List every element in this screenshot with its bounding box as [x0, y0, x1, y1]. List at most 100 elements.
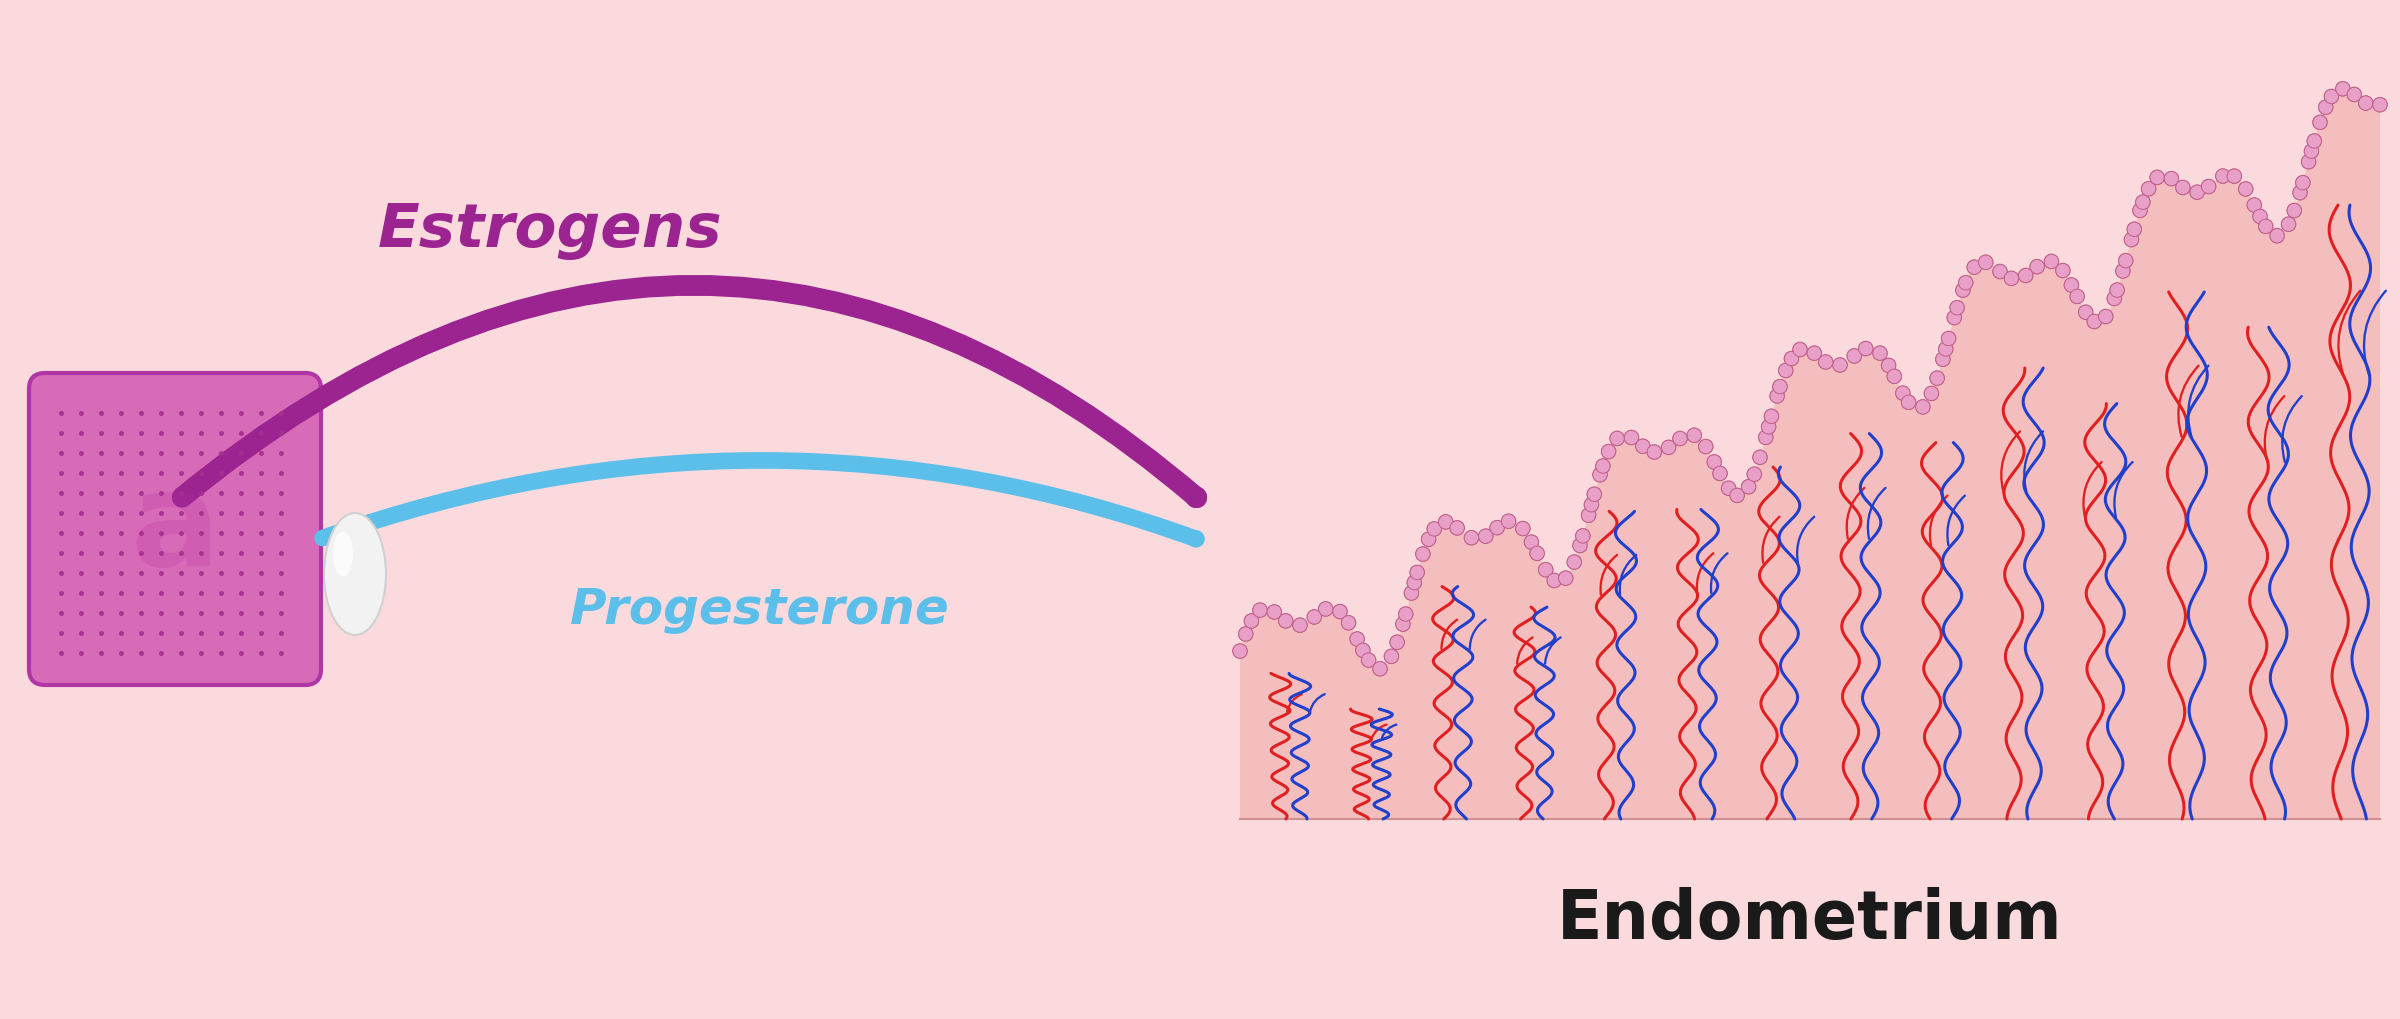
Circle shape: [2117, 265, 2131, 279]
Circle shape: [1438, 516, 1452, 530]
Circle shape: [1699, 440, 1714, 454]
Circle shape: [1759, 431, 1774, 445]
Circle shape: [1524, 535, 1538, 550]
Circle shape: [1942, 332, 1956, 346]
Circle shape: [1421, 533, 1435, 547]
Circle shape: [1942, 332, 1956, 346]
Circle shape: [2045, 255, 2059, 269]
Circle shape: [1517, 522, 1531, 536]
Circle shape: [2117, 265, 2131, 279]
Circle shape: [2215, 170, 2230, 184]
Circle shape: [2323, 91, 2338, 105]
Circle shape: [1769, 389, 1783, 404]
Circle shape: [2335, 83, 2350, 97]
Circle shape: [1582, 508, 1596, 523]
Circle shape: [1318, 602, 1332, 616]
Circle shape: [1752, 450, 1766, 465]
Circle shape: [1949, 302, 1963, 316]
FancyBboxPatch shape: [29, 374, 322, 686]
Circle shape: [1774, 380, 1788, 394]
Circle shape: [1234, 644, 1248, 658]
Circle shape: [1896, 386, 1910, 401]
Circle shape: [1714, 467, 1728, 481]
Circle shape: [2215, 170, 2230, 184]
Circle shape: [2078, 306, 2093, 320]
Circle shape: [1946, 311, 1961, 325]
Circle shape: [2004, 272, 2018, 286]
Circle shape: [1901, 395, 1915, 410]
Circle shape: [1730, 489, 1745, 503]
Circle shape: [1390, 636, 1404, 650]
Circle shape: [2287, 204, 2302, 218]
Circle shape: [1764, 410, 1778, 424]
Circle shape: [2239, 182, 2254, 197]
Circle shape: [2030, 260, 2045, 274]
Ellipse shape: [334, 532, 353, 577]
Circle shape: [1601, 445, 1615, 460]
Circle shape: [1584, 498, 1598, 513]
Circle shape: [1577, 529, 1591, 543]
Circle shape: [1450, 521, 1464, 536]
Circle shape: [2136, 196, 2150, 210]
Circle shape: [1294, 619, 1308, 633]
Circle shape: [2347, 89, 2362, 103]
Circle shape: [2318, 101, 2333, 115]
Circle shape: [1361, 653, 1375, 667]
Circle shape: [2282, 218, 2297, 232]
Circle shape: [1793, 343, 1807, 358]
Circle shape: [1416, 547, 1430, 561]
Circle shape: [1253, 603, 1267, 618]
Circle shape: [1778, 364, 1793, 378]
Circle shape: [1464, 531, 1478, 545]
Circle shape: [1637, 439, 1651, 454]
Circle shape: [1601, 445, 1615, 460]
Circle shape: [1992, 265, 2006, 279]
Circle shape: [2088, 315, 2102, 329]
Circle shape: [1848, 350, 1862, 364]
Circle shape: [1538, 562, 1553, 578]
Circle shape: [1373, 662, 1387, 677]
Circle shape: [1243, 614, 1258, 629]
Circle shape: [2292, 186, 2306, 201]
Circle shape: [1730, 489, 1745, 503]
Circle shape: [2258, 220, 2273, 234]
Circle shape: [2246, 199, 2261, 213]
Circle shape: [1399, 607, 1414, 622]
Circle shape: [1992, 265, 2006, 279]
Circle shape: [1308, 610, 1322, 625]
Circle shape: [1582, 508, 1596, 523]
Circle shape: [1596, 460, 1610, 474]
Circle shape: [1253, 603, 1267, 618]
Circle shape: [2134, 204, 2148, 218]
Circle shape: [1397, 618, 1411, 632]
Circle shape: [2124, 233, 2138, 248]
Circle shape: [2030, 260, 2045, 274]
Circle shape: [1939, 342, 1954, 357]
Circle shape: [2374, 99, 2388, 113]
Circle shape: [2335, 83, 2350, 97]
Circle shape: [2201, 180, 2215, 195]
Circle shape: [2119, 254, 2134, 269]
Circle shape: [1915, 400, 1930, 415]
Circle shape: [1558, 572, 1572, 586]
Circle shape: [1502, 515, 1517, 529]
Circle shape: [2323, 91, 2338, 105]
Circle shape: [1406, 576, 1421, 590]
Circle shape: [2119, 254, 2134, 269]
Circle shape: [1243, 614, 1258, 629]
Circle shape: [1625, 431, 1639, 445]
Circle shape: [2239, 182, 2254, 197]
Circle shape: [2282, 218, 2297, 232]
Circle shape: [2302, 155, 2316, 170]
Circle shape: [1558, 572, 1572, 586]
Circle shape: [1428, 522, 1442, 537]
Circle shape: [1872, 346, 1886, 361]
Circle shape: [1356, 644, 1370, 658]
Polygon shape: [1241, 90, 2381, 819]
Circle shape: [2304, 145, 2318, 159]
Circle shape: [1882, 359, 1896, 373]
Circle shape: [1872, 346, 1886, 361]
Circle shape: [1517, 522, 1531, 536]
Circle shape: [1858, 342, 1872, 357]
Circle shape: [1586, 487, 1601, 502]
